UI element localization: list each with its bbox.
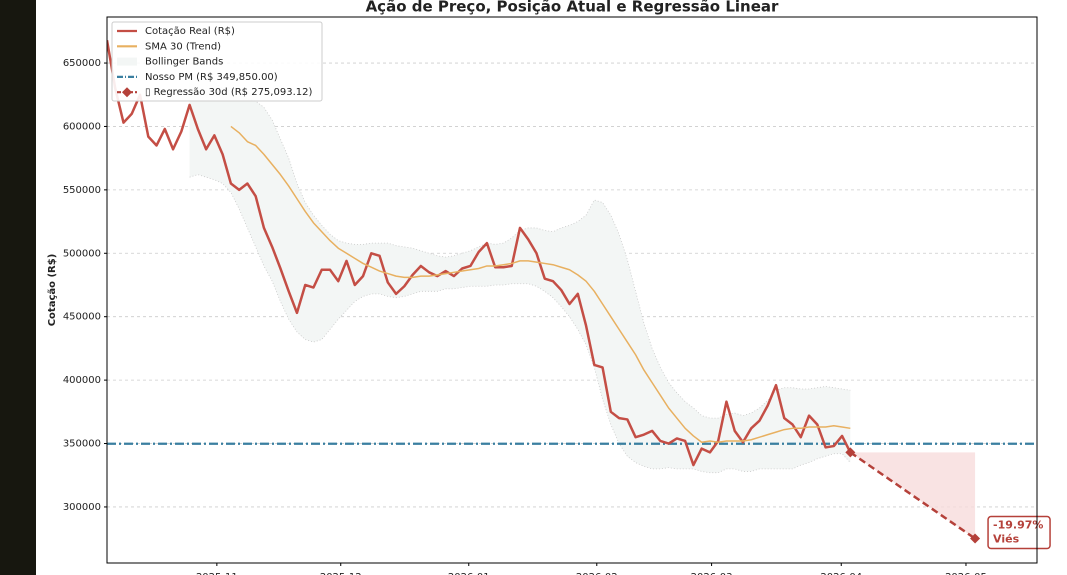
legend-label: ▯ Regressão 30d (R$ 275,093.12): [145, 87, 312, 98]
annotation-box: [987, 515, 1051, 550]
x-tick-label: 2025-11: [196, 572, 238, 575]
series-line: [230, 125, 851, 444]
regression-marker: [845, 447, 856, 458]
y-tick-label: 300000: [63, 502, 101, 513]
annotation-text: -19.97%: [993, 519, 1043, 532]
y-tick-label: 350000: [63, 439, 101, 450]
y-tick-label: 400000: [63, 375, 101, 386]
legend-label: Bollinger Bands: [145, 57, 223, 68]
y-tick-label: 500000: [63, 248, 101, 259]
y-tick-label: 450000: [63, 312, 101, 323]
y-tick-label: 550000: [63, 185, 101, 196]
plot: [107, 39, 1037, 544]
legend-label: Nosso PM (R$ 349,850.00): [145, 72, 278, 83]
chart-title: Ação de Preço, Posição Atual e Regressão…: [366, 0, 779, 16]
legend-label: Cotação Real (R$): [145, 26, 235, 37]
legend-marker: [122, 87, 132, 98]
legend-swatch: [117, 57, 137, 66]
x-tick-label: 2026-04: [820, 572, 862, 575]
legend-box: [111, 21, 323, 102]
plot-frame: [106, 16, 1038, 564]
regression-area: [850, 452, 976, 539]
regression-marker: [970, 533, 981, 544]
band-area: [189, 73, 851, 473]
y-axis-label: Cotação (R$): [47, 254, 58, 327]
legend-label: SMA 30 (Trend): [145, 41, 221, 52]
side-strip: [0, 0, 36, 575]
annotation-text: Viés: [993, 533, 1020, 546]
x-tick-label: 2026-02: [576, 572, 618, 575]
x-tick-label: 2026-03: [691, 572, 733, 575]
legend: Cotação Real (R$) SMA 30 (Trend) Bollinger…: [111, 21, 323, 102]
y-tick-label: 650000: [63, 58, 101, 69]
x-tick-label: 2025-12: [320, 572, 362, 575]
regression-line: [849, 451, 976, 540]
series-line: [107, 39, 852, 467]
x-tick-label: 2026-01: [448, 572, 490, 575]
x-tick-label: 2026-05: [945, 572, 987, 575]
y-tick-label: 600000: [63, 121, 101, 132]
